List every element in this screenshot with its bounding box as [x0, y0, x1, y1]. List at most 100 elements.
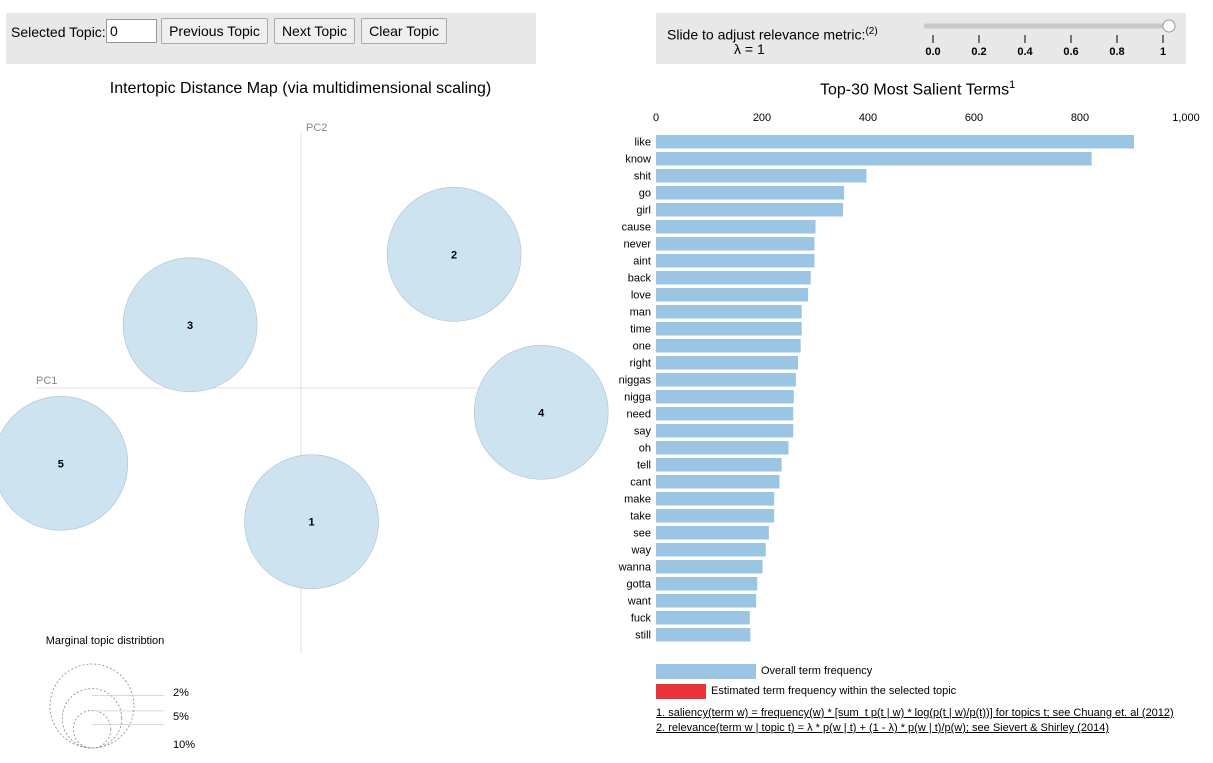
footnote-relevance: 2. relevance(term w | topic t) = λ * p(w…	[656, 722, 1109, 734]
selected-topic-input[interactable]	[106, 19, 157, 43]
term-label: niggas	[619, 375, 652, 387]
term-bar	[656, 390, 794, 404]
term-bar	[656, 152, 1092, 166]
term-bar	[656, 424, 794, 438]
term-bar	[656, 186, 845, 200]
term-label: shit	[634, 171, 651, 183]
topic-label: 3	[187, 320, 193, 332]
relevance-slider-label-text: Slide to adjust relevance metric:	[667, 26, 866, 43]
term-bar	[656, 271, 811, 285]
term-bar	[656, 611, 750, 625]
legend-selected-label: Estimated term frequency within the sele…	[711, 685, 957, 697]
slider-tick-label: 1	[1160, 46, 1166, 58]
term-label: go	[639, 188, 651, 200]
term-label: one	[633, 341, 651, 353]
term-label: see	[633, 528, 651, 540]
term-label: fuck	[631, 613, 652, 625]
pc2-axis-label: PC2	[306, 122, 327, 134]
topic-label: 4	[538, 407, 545, 419]
pc1-axis-label: PC1	[36, 375, 57, 387]
salient-terms-title: Top-30 Most Salient Terms1	[820, 79, 1015, 99]
marginal-legend-title: Marginal topic distribtion	[46, 635, 165, 647]
term-label: love	[631, 290, 651, 302]
marginal-legend-label: 2%	[173, 687, 189, 699]
term-label: cause	[622, 222, 651, 234]
term-bar	[656, 492, 775, 506]
x-tick-label: 1,000	[1172, 112, 1200, 124]
term-label: like	[634, 137, 651, 149]
term-bar	[656, 526, 769, 540]
term-bar	[656, 220, 816, 234]
next-topic-button[interactable]: Next Topic	[274, 18, 355, 44]
topic-circle	[244, 454, 379, 589]
term-label: make	[624, 494, 651, 506]
term-bar	[656, 288, 809, 302]
clear-topic-button[interactable]: Clear Topic	[361, 18, 447, 44]
term-bar	[656, 475, 780, 489]
term-bar	[656, 577, 758, 591]
term-label: right	[630, 358, 651, 370]
term-bar	[656, 135, 1135, 149]
x-tick-label: 0	[653, 112, 659, 124]
saliency-footnote-marker: 1	[1009, 79, 1016, 91]
term-label: gotta	[627, 579, 652, 591]
slider-tick-label: 0.6	[1063, 46, 1078, 58]
term-label: take	[630, 511, 651, 523]
term-bar	[656, 322, 802, 336]
topic-circle	[122, 257, 258, 393]
term-bar	[656, 509, 775, 523]
legend-selected-swatch	[656, 684, 706, 699]
term-bar	[656, 339, 801, 353]
marginal-legend-circle	[49, 663, 135, 749]
term-bar	[656, 203, 844, 217]
salient-terms-title-text: Top-30 Most Salient Terms	[820, 81, 1010, 99]
term-label: need	[627, 409, 651, 421]
term-bar	[656, 441, 789, 455]
slider-tick-label: 0.4	[1017, 46, 1033, 58]
footnote-saliency: 1. saliency(term w) = frequency(w) * [su…	[656, 707, 1174, 719]
topic-control-panel	[6, 13, 536, 64]
intertopic-distance-map: PC2 PC1 1 2 3 4 5 Marginal topic distribtion 2% 5…	[0, 122, 609, 751]
lambda-value: λ = 1	[734, 41, 765, 57]
relevance-slider-label: Slide to adjust relevance metric:(2)	[667, 26, 878, 43]
term-label: time	[630, 324, 651, 336]
term-bar	[656, 356, 799, 370]
term-label: cant	[630, 477, 651, 489]
x-tick-label: 400	[859, 112, 877, 124]
marginal-legend-label: 5%	[173, 711, 189, 723]
term-label: man	[630, 307, 651, 319]
selected-topic-label: Selected Topic:	[11, 24, 106, 40]
term-bar	[656, 543, 766, 557]
slider-tick-label: 0.2	[971, 46, 986, 58]
x-tick-label: 600	[965, 112, 983, 124]
slider-thumb[interactable]	[1162, 19, 1176, 33]
marginal-legend-circle	[72, 710, 112, 749]
topic-label: 1	[308, 517, 314, 529]
term-label: oh	[639, 443, 651, 455]
distance-map-title: Intertopic Distance Map (via multidimens…	[109, 80, 492, 97]
term-label: way	[630, 545, 651, 557]
term-bar	[656, 628, 751, 642]
marginal-legend-label: 10%	[173, 739, 195, 751]
topic-label: 5	[58, 458, 64, 470]
term-label: say	[634, 426, 652, 438]
slider-tick-label: 0.8	[1109, 46, 1124, 58]
topic-label: 2	[451, 249, 457, 261]
term-bar	[656, 373, 796, 387]
marginal-legend-circle	[61, 688, 123, 749]
x-tick-label: 200	[753, 112, 771, 124]
term-bar	[656, 254, 815, 268]
term-label: never	[623, 239, 651, 251]
term-label: girl	[636, 205, 651, 217]
relevance-slider[interactable]: 0.0 0.2 0.4 0.6 0.8 1	[920, 16, 1182, 62]
legend-overall-swatch	[656, 664, 756, 679]
term-label: tell	[637, 460, 651, 472]
term-label: want	[627, 596, 651, 608]
term-bar	[656, 169, 867, 183]
term-label: know	[625, 154, 651, 166]
topic-circle	[386, 187, 522, 322]
term-label: nigga	[624, 392, 652, 404]
term-label: wanna	[618, 562, 652, 574]
x-tick-label: 800	[1071, 112, 1089, 124]
previous-topic-button[interactable]: Previous Topic	[161, 18, 268, 44]
